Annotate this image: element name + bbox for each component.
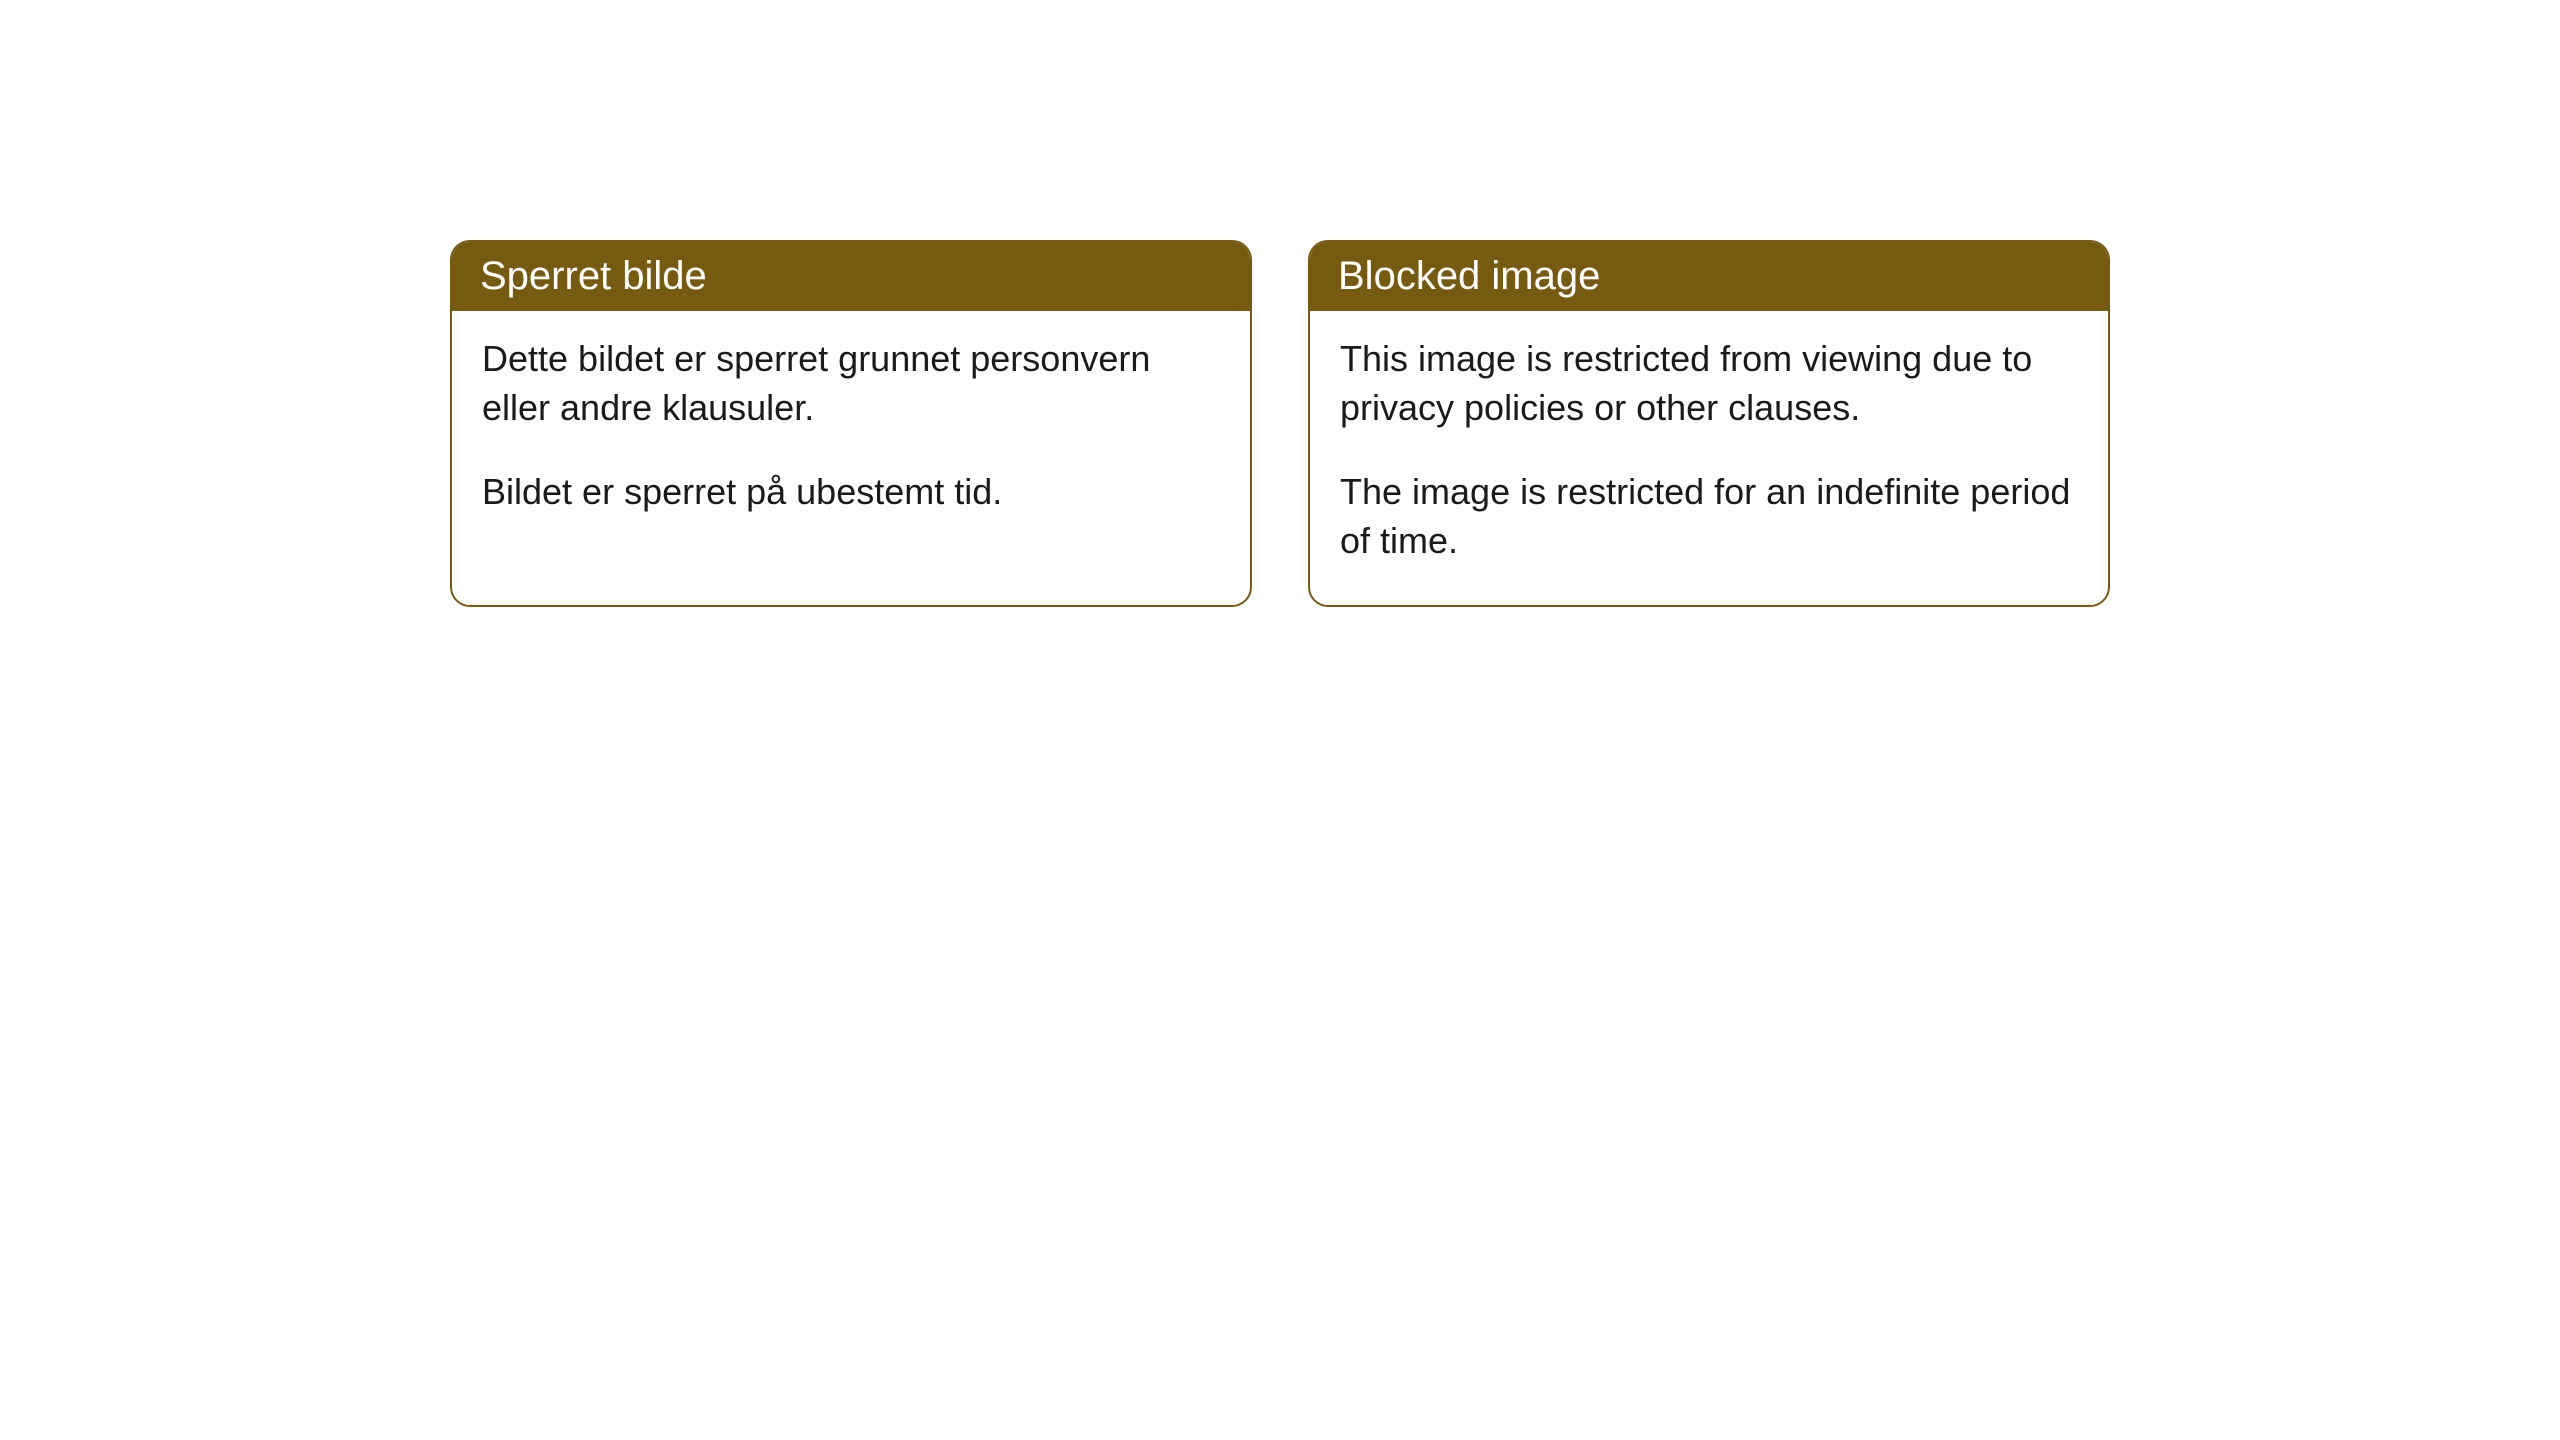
card-paragraph: Bildet er sperret på ubestemt tid. — [482, 468, 1220, 517]
blocked-image-card-no: Sperret bilde Dette bildet er sperret gr… — [450, 240, 1252, 607]
card-title: Sperret bilde — [480, 254, 707, 298]
card-header: Blocked image — [1310, 242, 2108, 311]
card-paragraph: This image is restricted from viewing du… — [1340, 335, 2078, 432]
card-body: Dette bildet er sperret grunnet personve… — [452, 311, 1250, 557]
notice-cards-container: Sperret bilde Dette bildet er sperret gr… — [0, 0, 2560, 607]
card-paragraph: Dette bildet er sperret grunnet personve… — [482, 335, 1220, 432]
card-title: Blocked image — [1338, 254, 1600, 298]
card-header: Sperret bilde — [452, 242, 1250, 311]
card-paragraph: The image is restricted for an indefinit… — [1340, 468, 2078, 565]
blocked-image-card-en: Blocked image This image is restricted f… — [1308, 240, 2110, 607]
card-body: This image is restricted from viewing du… — [1310, 311, 2108, 605]
